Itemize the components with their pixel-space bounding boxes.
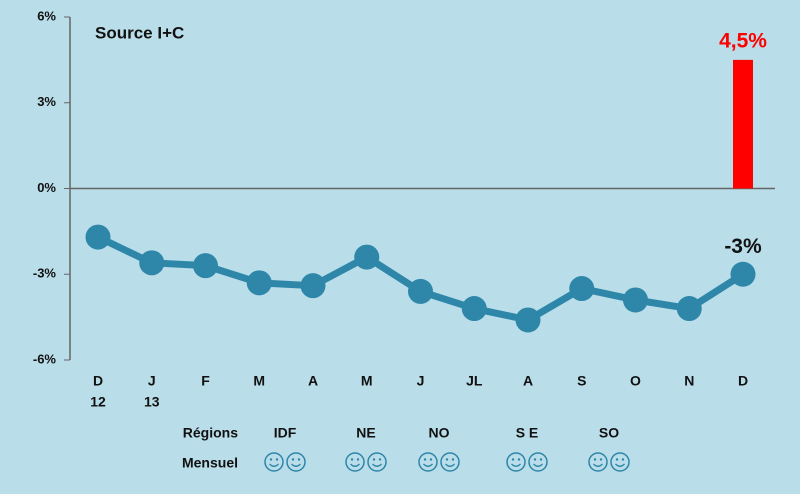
x-tick-label: M (361, 373, 373, 389)
point (569, 276, 595, 302)
region-label: NE (356, 425, 375, 441)
smiley-eye (511, 458, 515, 461)
point (730, 261, 756, 287)
x-tick-label: S (577, 373, 586, 389)
smiley-mouth (423, 463, 433, 467)
point (139, 250, 165, 276)
smiley-mouth (372, 463, 382, 467)
smiley-eye (378, 458, 382, 461)
x-tick-label: D (93, 373, 103, 389)
smiley-eye (615, 458, 619, 461)
smiley-eye (593, 458, 597, 461)
x-tick-label: O (630, 373, 641, 389)
y-tick-label: -6% (33, 351, 57, 366)
region-label: NO (429, 425, 450, 441)
point (408, 278, 433, 304)
smiley (528, 452, 548, 472)
point (85, 224, 111, 250)
region-label: IDF (274, 425, 297, 441)
smiley-mouth (445, 463, 455, 467)
smiley-eye (350, 458, 354, 461)
point (300, 273, 326, 299)
smiley-mouth (615, 463, 625, 467)
smiley-mouth (350, 463, 360, 467)
value-label: -3% (724, 235, 762, 258)
smiley-eye (599, 458, 603, 461)
x-tick-label: F (201, 373, 210, 389)
smiley-eye (372, 458, 376, 461)
smiley-mouth (291, 463, 301, 467)
smiley-eye (429, 458, 433, 461)
smiley-eye (533, 458, 537, 461)
smiley (264, 452, 284, 472)
smiley-mouth (593, 463, 603, 467)
y-tick-label: 3% (37, 94, 56, 109)
regions-label: Régions (183, 425, 238, 441)
x-tick-label: J (417, 373, 425, 389)
smiley (418, 452, 438, 472)
smiley-eye (291, 458, 295, 461)
x-tick-label: J (148, 373, 156, 389)
point (354, 244, 380, 270)
smiley-mouth (511, 463, 521, 467)
smiley-eye (539, 458, 543, 461)
smiley (610, 452, 630, 472)
smiley-eye (451, 458, 455, 461)
bar (733, 59, 753, 189)
smiley-eye (356, 458, 360, 461)
value-label: 4,5% (719, 29, 767, 52)
monthly-label: Mensuel (182, 455, 238, 471)
x-tick-label: D (738, 373, 748, 389)
point (461, 296, 487, 322)
smiley-eye (517, 458, 521, 461)
x-tick-label: JL (466, 373, 483, 389)
smiley-eye (445, 458, 449, 461)
region-label: SO (599, 425, 619, 441)
region-label: S E (516, 425, 539, 441)
y-tick-label: 6% (37, 8, 56, 23)
smiley-mouth (269, 463, 279, 467)
x-tick-sublabel: 13 (144, 394, 160, 410)
x-tick-label: A (308, 373, 318, 389)
smiley-mouth (533, 463, 543, 467)
smiley-eye (423, 458, 427, 461)
point (623, 287, 648, 313)
point (676, 296, 702, 322)
smiley-eye (269, 458, 273, 461)
smiley (345, 452, 365, 472)
smiley-eye (275, 458, 279, 461)
smiley-eye (621, 458, 625, 461)
point (515, 307, 541, 333)
point (246, 270, 272, 296)
smiley (588, 452, 608, 472)
smiley-eye (297, 458, 301, 461)
point (193, 253, 218, 279)
smiley (367, 452, 387, 472)
y-tick-label: 0% (37, 180, 56, 195)
x-tick-label: M (253, 373, 265, 389)
x-tick-label: N (684, 373, 694, 389)
x-tick-label: A (523, 373, 533, 389)
smiley (286, 452, 306, 472)
smiley (440, 452, 460, 472)
smiley (506, 452, 526, 472)
x-tick-sublabel: 12 (90, 394, 106, 410)
y-tick-label: -3% (33, 266, 57, 281)
chart-title: Source I+C (95, 23, 184, 42)
